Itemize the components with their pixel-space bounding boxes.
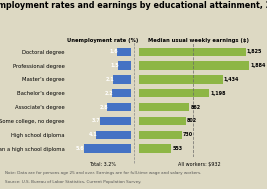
Bar	[139, 103, 189, 111]
Bar	[139, 61, 249, 70]
Text: 3.7: 3.7	[92, 119, 100, 123]
Text: 1,434: 1,434	[224, 77, 239, 82]
Text: 1,884: 1,884	[250, 63, 265, 68]
Text: 553: 553	[172, 146, 182, 151]
Text: Note: Data are for persons age 25 and over. Earnings are for full-time wage and : Note: Data are for persons age 25 and ov…	[5, 171, 202, 175]
Text: 1.6: 1.6	[109, 49, 118, 54]
Text: 4.1: 4.1	[88, 132, 97, 137]
Text: 5.6: 5.6	[76, 146, 85, 151]
Text: 1.5: 1.5	[110, 63, 119, 68]
Bar	[96, 131, 131, 139]
Bar	[139, 144, 171, 153]
Text: Unemployment rates and earnings by educational attainment, 2018: Unemployment rates and earnings by educa…	[0, 1, 267, 10]
Bar	[139, 89, 209, 97]
Bar	[100, 117, 131, 125]
Text: All workers: $932: All workers: $932	[178, 162, 220, 167]
Text: Total: 3.2%: Total: 3.2%	[89, 162, 116, 167]
Bar	[112, 89, 131, 97]
Bar	[84, 144, 131, 153]
Bar	[139, 117, 186, 125]
Text: 730: 730	[183, 132, 193, 137]
Bar	[118, 61, 131, 70]
Text: 802: 802	[187, 119, 197, 123]
Text: Median usual weekly earnings ($): Median usual weekly earnings ($)	[148, 38, 249, 43]
Text: 862: 862	[190, 105, 201, 110]
Text: 1,825: 1,825	[247, 49, 262, 54]
Bar	[113, 75, 131, 84]
Bar	[139, 75, 223, 84]
Bar	[139, 131, 182, 139]
Text: 2.2: 2.2	[104, 91, 113, 96]
Bar	[117, 48, 131, 56]
Bar	[139, 48, 246, 56]
Text: Unemployment rate (%): Unemployment rate (%)	[67, 38, 139, 43]
Text: Source: U.S. Bureau of Labor Statistics, Current Population Survey.: Source: U.S. Bureau of Labor Statistics,…	[5, 180, 142, 184]
Text: 2.8: 2.8	[99, 105, 108, 110]
Text: 2.1: 2.1	[105, 77, 114, 82]
Text: 1,198: 1,198	[210, 91, 225, 96]
Bar	[107, 103, 131, 111]
